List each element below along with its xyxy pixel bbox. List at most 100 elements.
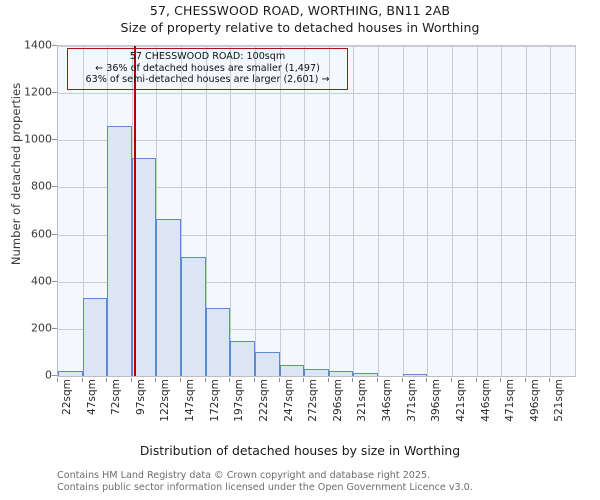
x-axis-tick [402,378,403,382]
x-axis-tick-label: 147sqm [184,379,196,422]
x-axis-tick-label: 421sqm [455,379,467,422]
title-block: 57, CHESSWOOD ROAD, WORTHING, BN11 2AB S… [0,2,600,36]
x-axis-tick [205,378,206,382]
histogram-bar [280,365,304,376]
x-axis-tick-label: 371sqm [406,379,418,422]
x-axis-tick-label: 321sqm [356,379,368,422]
gridline-vertical [378,46,379,376]
y-axis-tick-label: 600 [31,227,52,241]
gridline-vertical [156,46,157,376]
gridline-vertical [550,46,551,376]
gridline-vertical [206,46,207,376]
x-axis-tick-label: 446sqm [480,379,492,422]
gridline-vertical [83,46,84,376]
chart-subtitle: Size of property relative to detached ho… [120,20,480,35]
footer-attribution: Contains HM Land Registry data © Crown c… [57,470,597,493]
x-axis-tick-label: 122sqm [159,379,171,422]
x-axis-tick [279,378,280,382]
plot-area [57,45,576,377]
histogram-bar [107,126,132,376]
x-axis-tick-label: 496sqm [529,379,541,422]
x-axis-tick [352,378,353,382]
histogram-bar [181,256,206,376]
histogram-bar [83,298,107,376]
x-axis-tick [155,378,156,382]
footer-line-1: Contains HM Land Registry data © Crown c… [57,470,431,481]
gridline-horizontal [58,281,575,283]
x-axis-tick [549,378,550,382]
x-axis-tick [451,378,452,382]
x-axis-tick [377,378,378,382]
annotation-line-2: ← 36% of detached houses are smaller (1,… [95,62,320,74]
y-axis-tick [52,280,57,282]
gridline-vertical [427,46,428,376]
gridline-horizontal [58,46,575,47]
x-axis-tick [500,378,501,382]
histogram-bar [58,371,83,376]
gridline-horizontal [58,234,575,236]
histogram-bar [353,373,378,376]
gridline-vertical [353,46,354,376]
x-axis-tick-label: 296sqm [332,379,344,422]
histogram-bars [58,46,575,376]
x-axis-tick [303,378,304,382]
y-axis-tick-label: 400 [31,274,52,288]
x-axis-tick [229,378,230,382]
x-axis-tick [254,378,255,382]
gridline-vertical [181,46,182,376]
x-axis-tick-label: 247sqm [283,379,295,422]
x-axis-tick-label: 197sqm [233,379,245,422]
y-axis-title: Number of detached properties [9,82,23,266]
y-axis-tick [52,45,57,46]
x-axis-tick [106,378,107,382]
x-axis-tick [476,378,477,382]
x-axis-tick [426,378,427,382]
gridline-horizontal [58,93,575,95]
footer-line-2: Contains public sector information licen… [57,481,473,493]
gridline-vertical [501,46,502,376]
x-axis-tick [328,378,329,382]
x-axis-tick [525,378,526,382]
gridline-vertical [329,46,330,376]
gridline-vertical [403,46,404,376]
x-axis-tick-label: 172sqm [209,379,221,422]
histogram-bar [156,219,181,376]
histogram-bar [403,374,427,376]
y-axis-tick [52,327,57,329]
histogram-bar [329,371,353,376]
histogram-bar [255,352,280,376]
y-axis-tick [52,233,57,235]
y-axis-tick [52,139,57,141]
y-axis-tick [52,375,57,376]
histogram-bar [206,307,230,376]
y-axis-tick-label: 800 [31,179,52,193]
annotation-box: 57 CHESSWOOD ROAD: 100sqm ← 36% of detac… [67,48,348,90]
y-axis-labels: 0 200 400 600 800 1000 1200 1400 [0,39,52,382]
y-axis-tick [52,92,57,94]
gridline-vertical [280,46,281,376]
gridline-vertical [477,46,478,376]
gridline-vertical [230,46,231,376]
x-axis-labels: 22sqm 47sqm 72sqm 97sqm 122sqm 147sqm 172sqm 19… [57,379,576,441]
annotation-line-3: 63% of semi-detached houses are larger (… [85,74,330,86]
gridline-horizontal [58,140,575,142]
annotation-line-1: 57 CHESSWOOD ROAD: 100sqm [129,51,286,62]
property-marker-line [133,46,136,376]
x-axis-tick-label: 396sqm [430,379,442,422]
x-axis-tick-label: 471sqm [504,379,516,422]
y-axis-tick [52,186,57,188]
x-axis-tick-label: 346sqm [381,379,393,422]
x-axis-tick [131,378,132,382]
x-axis-tick-label: 222sqm [258,379,270,422]
y-axis-tick-label: 1400 [24,38,52,52]
x-axis-tick [57,378,58,382]
x-axis-tick-label: 47sqm [86,379,98,416]
histogram-bar [132,157,156,376]
x-axis-tick [180,378,181,382]
gridline-vertical [452,46,453,376]
gridline-vertical [304,46,305,376]
x-axis-tick-label: 97sqm [135,379,147,416]
x-axis-tick-label: 72sqm [110,379,122,416]
x-axis-tick-label: 521sqm [553,379,565,422]
